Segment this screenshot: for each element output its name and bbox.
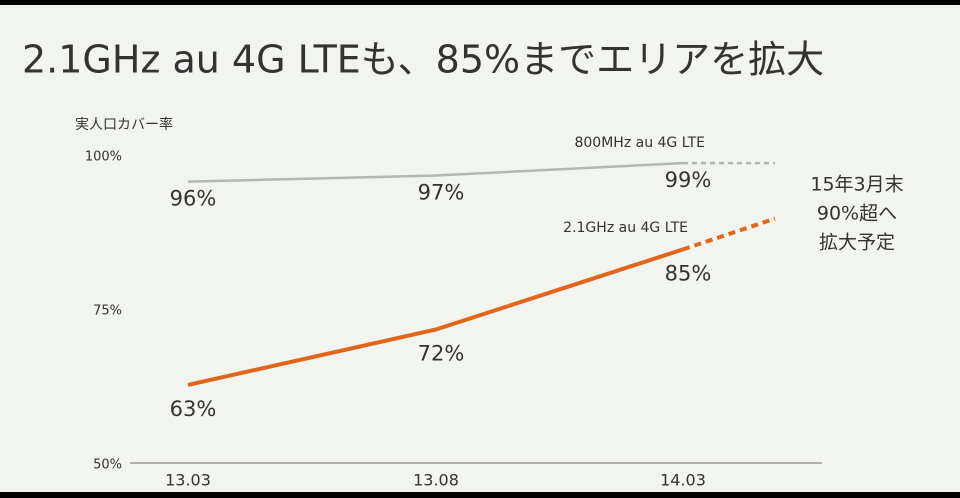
chart-title: 2.1GHz au 4G LTEも、85%までエリアを拡大: [22, 38, 824, 82]
y-axis-label: 実人口カバー率: [75, 116, 173, 133]
x-tick-label: 13.08: [413, 471, 459, 490]
data-label: 63%: [170, 397, 217, 421]
y-tick-label: 50%: [93, 458, 122, 473]
series-line: [187, 161, 684, 183]
projection-line: [682, 216, 776, 252]
x-tick-label: 13.03: [165, 471, 211, 490]
y-tick-label: 75%: [93, 304, 122, 319]
data-label: 96%: [170, 187, 217, 211]
series-label: 800MHz au 4G LTE: [574, 135, 705, 151]
series-label: 2.1GHz au 4G LTE: [563, 220, 688, 236]
annotation: 15年3月末: [810, 174, 903, 196]
series-line: [187, 247, 684, 387]
data-label: 72%: [418, 341, 465, 365]
y-tick-label: 100%: [85, 150, 122, 165]
annotation: 90%超へ: [817, 203, 897, 225]
data-label: 99%: [665, 168, 712, 192]
annotation: 拡大予定: [819, 232, 895, 254]
data-label: 85%: [665, 261, 712, 285]
slide-background: [0, 5, 960, 492]
data-label: 97%: [418, 180, 465, 204]
x-tick-label: 14.03: [660, 471, 706, 490]
